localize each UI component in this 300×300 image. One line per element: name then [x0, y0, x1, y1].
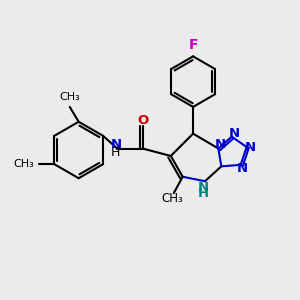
Text: O: O: [137, 114, 149, 128]
Text: N: N: [198, 181, 209, 194]
Text: H: H: [111, 146, 121, 159]
Text: N: N: [237, 162, 248, 175]
Text: N: N: [244, 140, 256, 154]
Text: CH₃: CH₃: [13, 159, 34, 169]
Text: CH₃: CH₃: [161, 192, 183, 205]
Text: CH₃: CH₃: [59, 92, 80, 102]
Text: N: N: [229, 127, 240, 140]
Text: F: F: [188, 38, 198, 52]
Text: N: N: [214, 138, 225, 151]
Text: H: H: [198, 187, 209, 200]
Text: N: N: [110, 138, 122, 152]
